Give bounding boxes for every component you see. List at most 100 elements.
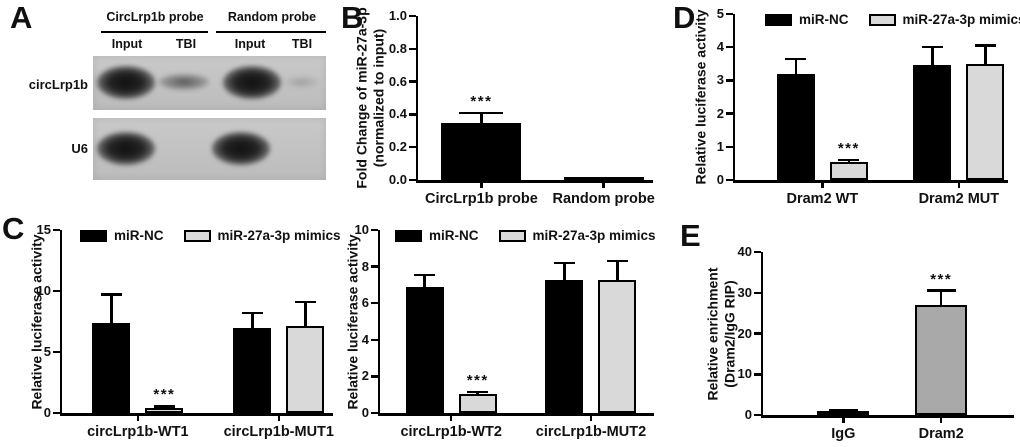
y-tick-label: 6	[361, 295, 369, 311]
panel-e-chart: 0 10 20 30 40 Relative enrichment (Dram2/IgG R…	[693, 222, 1020, 445]
y-tick-label: 5	[43, 344, 51, 359]
x-category-label: Dram2	[918, 426, 964, 442]
error-bar-stem	[251, 312, 254, 328]
legend-label: miR-27a-3p mimics	[532, 228, 656, 243]
error-bar-cap	[414, 273, 436, 277]
y-axis-line	[760, 252, 763, 418]
x-category-label: circLrp1b-WT1	[87, 424, 189, 440]
y-tick-mark	[53, 228, 60, 232]
error-bar-cap	[785, 57, 807, 61]
x-tick-mark	[449, 415, 453, 421]
error-bar-cap	[554, 261, 575, 265]
y-tick-mark	[409, 178, 416, 182]
legend-swatch	[765, 13, 792, 26]
y-tick-mark	[409, 47, 416, 51]
y-tick-label: 10	[36, 283, 51, 298]
error-bar-stem	[984, 45, 987, 64]
y-tick-label: 8	[361, 258, 369, 274]
legend-swatch	[395, 229, 422, 242]
y-tick-label: 1.0	[388, 8, 407, 23]
bar	[598, 280, 637, 413]
y-tick-mark	[409, 80, 416, 83]
legend-item: miR-27a-3p mimics	[183, 228, 341, 243]
x-category-label: Dram2 WT	[786, 191, 859, 207]
y-tick-label: 0.6	[388, 73, 407, 89]
bar	[776, 73, 815, 180]
y-tick-mark	[53, 350, 60, 354]
panel-a-blot-assay: CircLrp1b probe Random probe Input TBI I…	[0, 0, 345, 210]
bar	[405, 286, 444, 413]
legend-label: miR-27a-3p mimics	[902, 12, 1020, 27]
y-tick-mark	[726, 12, 733, 16]
panel-c-right-chart: 0 2 4 6 8 10 Relative luciferase activity circL…	[338, 216, 662, 447]
error-bar-stem	[304, 301, 307, 327]
bar	[966, 63, 1005, 180]
x-category-label: Dram2 MUT	[918, 191, 1000, 207]
x-category-label: CircLrp1b probe	[425, 191, 538, 207]
x-axis-line	[732, 180, 1008, 183]
x-axis-line	[377, 413, 654, 416]
bar	[829, 161, 868, 180]
legend-label: miR-NC	[799, 12, 849, 27]
y-tick-mark	[53, 411, 60, 415]
x-tick-mark	[602, 182, 605, 188]
y-axis-line	[377, 230, 380, 416]
y-tick-mark	[53, 289, 60, 293]
x-axis-line	[415, 180, 653, 183]
error-bar-cap	[829, 408, 858, 412]
y-tick-mark	[409, 113, 416, 116]
panel-c-left-chart: 0 5 10 15 Relative luciferase activity circLr…	[16, 216, 341, 447]
legend-swatch	[80, 229, 107, 242]
y-tick-mark	[371, 375, 378, 378]
y-tick-label: 1	[716, 138, 724, 154]
bar	[913, 65, 952, 180]
bar	[441, 122, 522, 180]
x-tick-mark	[589, 415, 593, 421]
panel-b-chart: 0.0 0.2 0.4 0.6 0.8 1.0 Fold Change of miR-27a…	[345, 6, 663, 210]
legend-swatch	[183, 229, 211, 242]
x-category-label: circLrp1b-MUT1	[223, 424, 334, 440]
error-bar-cap	[838, 158, 860, 162]
panel-d-label: D	[673, 0, 696, 35]
y-tick-label: 0.8	[388, 40, 407, 56]
y-tick-label: 3	[716, 72, 724, 88]
y-tick-mark	[754, 291, 761, 294]
chart-legend: miR-NC miR-27a-3p mimics	[80, 228, 361, 243]
y-tick-label: 0.2	[388, 139, 407, 155]
panel-b-label: B	[341, 0, 364, 35]
y-tick-label: 5	[716, 6, 724, 21]
legend-swatch	[868, 13, 896, 26]
x-tick-mark	[842, 417, 845, 423]
x-category-label: circLrp1b-WT2	[400, 424, 502, 440]
panel-a-label: A	[10, 0, 33, 35]
legend-label: miR-NC	[114, 228, 164, 243]
significance-marker: ***	[837, 140, 860, 158]
y-axis-line	[732, 14, 735, 183]
legend-swatch	[498, 229, 526, 242]
y-tick-label: 0	[43, 405, 51, 420]
blot-band	[223, 65, 281, 99]
y-tick-label: 4	[361, 331, 369, 347]
y-tick-label: 30	[737, 284, 752, 300]
bar	[545, 280, 584, 413]
bar	[915, 304, 968, 415]
bar	[92, 322, 131, 413]
y-tick-mark	[726, 112, 733, 115]
significance-marker: ***	[153, 386, 176, 404]
panel-d-chart: 0 1 2 3 4 5 Relative luciferase activity Dram2 …	[683, 4, 1020, 210]
y-tick-mark	[726, 145, 733, 149]
error-bar-cap	[294, 300, 316, 304]
error-bar-stem	[931, 47, 934, 66]
chart-legend: miR-NC miR-27a-3p mimics	[395, 228, 676, 243]
bar	[563, 177, 644, 181]
y-tick-mark	[371, 338, 378, 342]
y-axis-title: Fold Change of miR-27a-3p (normalized to …	[353, 7, 386, 189]
error-bar-cap	[241, 311, 263, 315]
y-tick-label: 0.4	[388, 106, 407, 122]
x-tick-mark	[957, 182, 961, 188]
blot-band	[212, 131, 270, 165]
y-axis-line	[59, 230, 62, 416]
error-bar-stem	[939, 290, 943, 305]
blot-row-label-circlrp1b: circLrp1b	[28, 77, 88, 92]
y-tick-label: 10	[354, 222, 369, 237]
